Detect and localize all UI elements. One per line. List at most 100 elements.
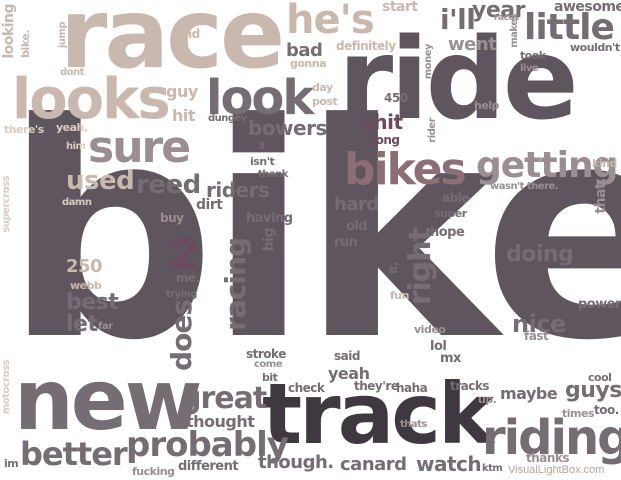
word-new: new [14,351,202,449]
word-wasnt: wasn't there. [490,181,559,192]
word-yeah-small: yeah, [56,121,88,134]
word-doing: doing [506,242,574,267]
word-cool: cool [588,371,612,384]
word-far: far [98,321,113,332]
word-im: im [4,457,19,470]
word-better: better [20,435,128,473]
word-super: super [434,207,467,220]
word-damn: damn [62,197,92,208]
word-thanks: thanks [526,451,570,465]
word-post: post [312,95,338,108]
word-bikes: bikes [344,144,467,195]
word-fast: fast [524,329,549,343]
word-mx: mx [440,351,461,366]
word-lol: lol [430,339,447,354]
word-great: great [180,381,267,416]
word-that: that. [593,178,609,214]
word-hes: he's [286,0,375,43]
word-isnt: isn't [250,155,275,168]
word-different: different [178,459,239,474]
word-supercross: supercross [1,176,12,233]
word-big: big [261,228,277,252]
word-up: up. [478,393,497,406]
word-races: races [494,13,519,23]
word-kind: kind [592,157,617,170]
watermark-text: VisualLightBox.com [508,464,605,476]
word-me: me. [176,271,200,285]
word-sure: sure [88,122,191,173]
word-450: 450 [384,91,408,105]
word-makes: makes [509,14,520,48]
word-theyre: they're [354,379,399,393]
word-right: right [403,228,438,306]
word-bowers: bowers [248,116,327,140]
word-shit: shit [362,110,403,134]
word-look: look [206,70,314,126]
word-tracks: tracks [450,379,490,393]
word-motocross: motocross [1,360,12,415]
word-haha: haha [396,381,428,395]
word-year: year [472,0,525,23]
word-times: times [562,407,595,420]
word-wouldnt: wouldn't [570,41,620,54]
word-end: end [176,27,200,41]
word-reed: reed [136,170,201,200]
word-fun: fun [390,289,409,302]
word-guy: guy [166,82,198,101]
word-run: run [334,235,358,250]
word-track: track [262,365,494,463]
word-race: race [60,0,285,90]
word-bad: bad [286,40,323,61]
word-start: start [382,0,418,15]
word-though: though. [258,452,334,473]
word-took: took [520,49,546,62]
word-maybe: maybe [500,384,558,403]
word-ill: i'll [440,3,476,36]
word-money: money [423,44,434,80]
word-yeah: yeah [328,364,370,383]
word-video: video [414,323,446,336]
word-awesome: awesome [554,0,621,15]
word-stroke: stroke [246,347,286,361]
word-him: him [66,141,86,152]
word-riding: riding [482,410,621,466]
word-theres: there's [4,123,44,136]
word-looks: looks [12,67,171,132]
word-dont: dont [60,67,84,78]
word-bit: bit [262,371,278,384]
word-ride: ride [338,15,579,145]
word-said: said [334,349,360,363]
word-having: having [246,211,293,226]
word-racing: racing [219,238,252,331]
word-live: live [520,63,539,74]
word-buy: buy [160,211,184,225]
word-fucking: fucking [132,465,175,478]
word-looking: looking [1,4,17,59]
word-come: come [254,359,283,370]
word-two: 2 [170,230,199,279]
word-let: let [66,312,98,337]
word-power: power [578,297,621,312]
word-long: long [372,133,400,147]
word-probably: probably [126,425,289,465]
word-gonna: gonna [290,57,327,70]
word-nice: nice [512,310,566,338]
word-trying: trying [166,289,197,300]
word-watch: watch [416,452,482,476]
word-definitely: definitely [336,39,396,53]
word-thank: thank [258,169,288,180]
word-thats: thats [400,419,427,430]
word-too: too. [594,403,619,417]
word-riders: riders [206,178,270,202]
word-help: help [474,99,499,112]
word-able: able [442,191,469,205]
word-little: little [524,7,615,48]
word-jump: jump [57,22,68,49]
word-went: went [448,34,497,55]
word-thought: thought [186,412,255,431]
word-does: does [165,300,198,371]
word-canard: canard [340,454,407,475]
word-getting: getting [476,145,618,186]
word-bike: bike [4,60,621,405]
